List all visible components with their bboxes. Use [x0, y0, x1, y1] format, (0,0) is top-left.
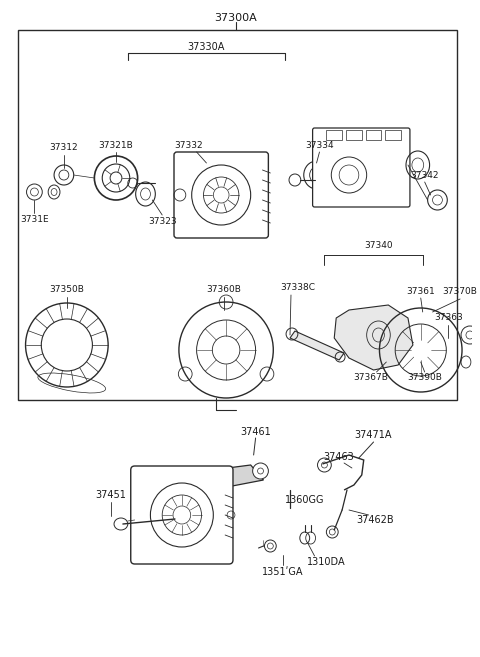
- Text: 37312: 37312: [49, 143, 78, 152]
- Text: 37367B: 37367B: [353, 373, 388, 382]
- Text: 37321B: 37321B: [98, 141, 133, 150]
- Text: 37461: 37461: [240, 427, 271, 437]
- Text: 37338C: 37338C: [280, 284, 315, 292]
- Bar: [366, 130, 382, 140]
- Bar: [326, 130, 342, 140]
- Bar: [18, 30, 457, 400]
- Text: 37323: 37323: [148, 217, 177, 227]
- Ellipse shape: [252, 463, 268, 479]
- Text: 37334: 37334: [305, 141, 334, 150]
- Ellipse shape: [192, 475, 206, 487]
- Text: 37363: 37363: [434, 313, 463, 323]
- Text: 37471A: 37471A: [355, 430, 392, 440]
- Text: 37342: 37342: [410, 171, 439, 179]
- Polygon shape: [197, 465, 264, 490]
- Polygon shape: [334, 305, 413, 370]
- Text: 37361: 37361: [407, 286, 435, 296]
- Text: 37451: 37451: [96, 490, 127, 500]
- FancyBboxPatch shape: [174, 152, 268, 238]
- Text: 1360GG: 1360GG: [285, 495, 324, 505]
- Text: 37350B: 37350B: [49, 286, 84, 294]
- Text: 37300A: 37300A: [215, 13, 257, 23]
- Polygon shape: [290, 331, 344, 360]
- FancyBboxPatch shape: [131, 466, 233, 564]
- Text: 37360B: 37360B: [207, 286, 241, 294]
- Bar: [346, 130, 362, 140]
- Text: 1310DA: 1310DA: [307, 557, 346, 567]
- Text: 37462B: 37462B: [357, 515, 395, 525]
- Text: 37463: 37463: [324, 452, 355, 462]
- Text: 37340: 37340: [364, 240, 393, 250]
- Text: 37370B: 37370B: [443, 288, 478, 296]
- Text: 37332: 37332: [174, 141, 203, 150]
- Text: 37390B: 37390B: [407, 373, 442, 382]
- Text: 1351ʹGA: 1351ʹGA: [263, 567, 304, 577]
- FancyBboxPatch shape: [312, 128, 410, 207]
- Text: 37330A: 37330A: [188, 42, 225, 52]
- Bar: [385, 130, 401, 140]
- Text: 3731E: 3731E: [20, 215, 48, 225]
